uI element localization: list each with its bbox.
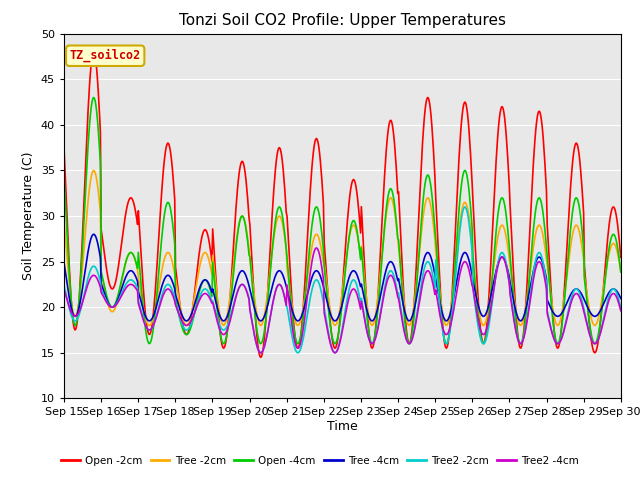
Open -2cm bbox=[257, 354, 264, 360]
Tree -4cm bbox=[214, 308, 222, 313]
Tree -2cm bbox=[128, 251, 136, 256]
Tree -2cm bbox=[60, 218, 68, 224]
Tree2 -2cm bbox=[294, 350, 301, 356]
Tree2 -4cm bbox=[617, 308, 625, 314]
Tree2 -2cm bbox=[411, 324, 419, 329]
Open -2cm bbox=[214, 308, 222, 313]
Open -4cm bbox=[128, 250, 136, 256]
Tree -4cm bbox=[185, 317, 193, 323]
Tree -4cm bbox=[60, 260, 68, 265]
Tree -2cm bbox=[294, 323, 301, 328]
Tree -4cm bbox=[70, 313, 78, 319]
Line: Tree -4cm: Tree -4cm bbox=[64, 234, 621, 321]
Y-axis label: Soil Temperature (C): Soil Temperature (C) bbox=[22, 152, 35, 280]
Tree -4cm bbox=[294, 318, 301, 324]
Open -4cm bbox=[214, 315, 222, 321]
Tree2 -2cm bbox=[461, 204, 469, 210]
Open -4cm bbox=[428, 192, 436, 197]
Tree2 -4cm bbox=[70, 313, 78, 319]
Line: Tree2 -4cm: Tree2 -4cm bbox=[64, 248, 621, 353]
Open -2cm bbox=[412, 276, 419, 282]
Tree -4cm bbox=[128, 268, 136, 274]
Tree2 -4cm bbox=[428, 276, 436, 282]
Tree2 -4cm bbox=[412, 322, 419, 327]
Tree -2cm bbox=[70, 312, 78, 318]
Open -2cm bbox=[90, 49, 97, 55]
Open -4cm bbox=[617, 269, 625, 275]
Tree2 -2cm bbox=[60, 282, 68, 288]
Title: Tonzi Soil CO2 Profile: Upper Temperatures: Tonzi Soil CO2 Profile: Upper Temperatur… bbox=[179, 13, 506, 28]
Line: Open -4cm: Open -4cm bbox=[64, 97, 621, 344]
Tree2 -2cm bbox=[214, 315, 221, 321]
Tree -4cm bbox=[428, 257, 436, 263]
Text: TZ_soilco2: TZ_soilco2 bbox=[70, 49, 141, 62]
Open -4cm bbox=[60, 173, 68, 179]
Open -4cm bbox=[294, 341, 301, 347]
Open -4cm bbox=[70, 321, 78, 326]
X-axis label: Time: Time bbox=[327, 420, 358, 433]
Tree2 -2cm bbox=[184, 326, 192, 332]
Tree -2cm bbox=[185, 320, 193, 326]
Tree2 -2cm bbox=[617, 305, 625, 311]
Tree2 -4cm bbox=[214, 319, 221, 324]
Open -2cm bbox=[70, 325, 78, 331]
Tree2 -2cm bbox=[70, 318, 78, 324]
Tree2 -4cm bbox=[60, 287, 68, 292]
Open -2cm bbox=[128, 196, 136, 202]
Open -4cm bbox=[90, 95, 97, 100]
Open -2cm bbox=[428, 122, 436, 128]
Open -2cm bbox=[617, 254, 625, 260]
Tree -2cm bbox=[90, 168, 97, 173]
Tree -4cm bbox=[90, 231, 97, 237]
Open -4cm bbox=[412, 296, 419, 302]
Tree -2cm bbox=[214, 300, 222, 306]
Tree2 -4cm bbox=[312, 245, 320, 251]
Open -2cm bbox=[60, 145, 68, 151]
Line: Tree -2cm: Tree -2cm bbox=[64, 170, 621, 325]
Tree -2cm bbox=[428, 209, 436, 215]
Tree2 -4cm bbox=[184, 322, 192, 328]
Open -4cm bbox=[185, 330, 193, 336]
Tree2 -4cm bbox=[127, 282, 135, 288]
Tree2 -2cm bbox=[428, 265, 435, 271]
Legend: Open -2cm, Tree -2cm, Open -4cm, Tree -4cm, Tree2 -2cm, Tree2 -4cm: Open -2cm, Tree -2cm, Open -4cm, Tree -4… bbox=[57, 452, 583, 470]
Line: Tree2 -2cm: Tree2 -2cm bbox=[64, 207, 621, 353]
Tree -2cm bbox=[617, 269, 625, 275]
Open -2cm bbox=[185, 328, 193, 334]
Tree -4cm bbox=[412, 300, 419, 306]
Tree -2cm bbox=[412, 289, 419, 295]
Tree2 -2cm bbox=[127, 277, 135, 283]
Tree2 -4cm bbox=[257, 350, 264, 356]
Line: Open -2cm: Open -2cm bbox=[64, 52, 621, 357]
Tree -4cm bbox=[617, 296, 625, 301]
